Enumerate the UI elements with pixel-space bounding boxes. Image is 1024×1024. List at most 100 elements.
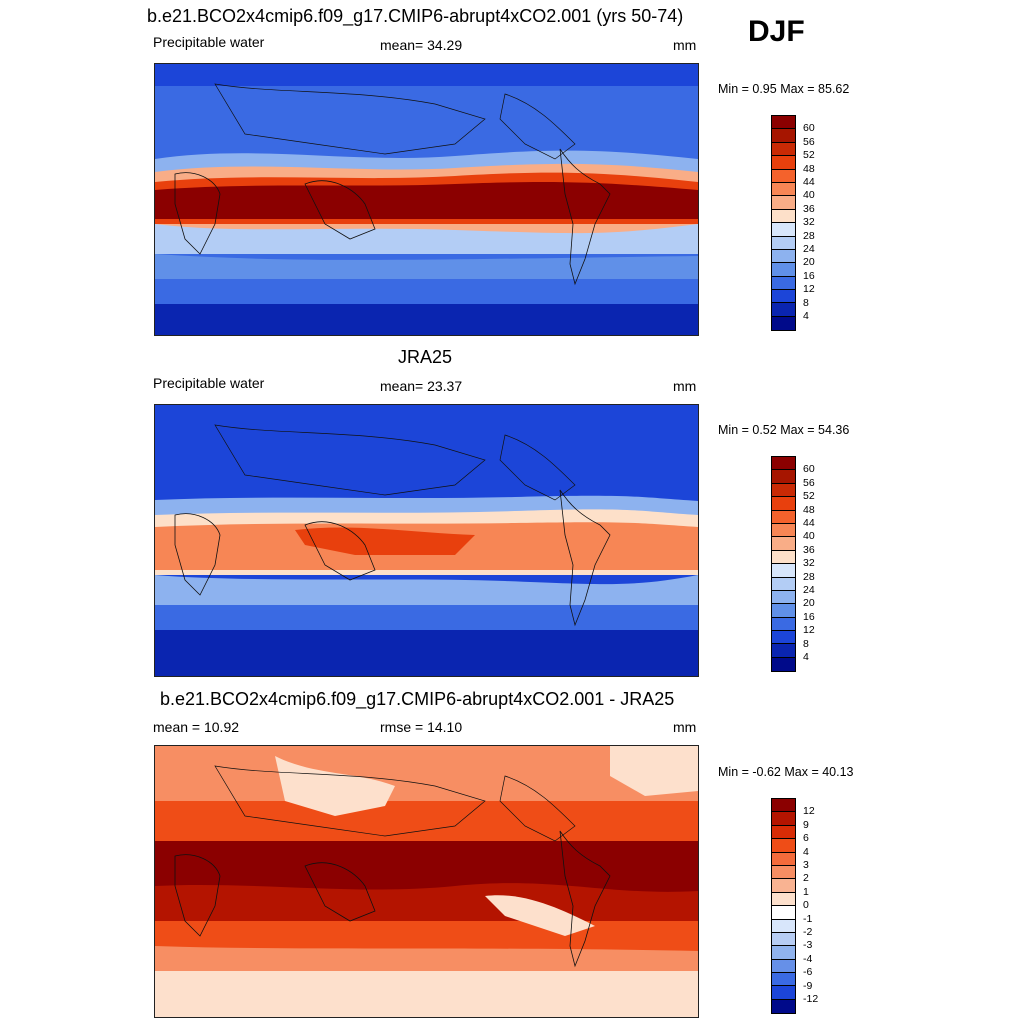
rmse-label-diff: rmse = 14.10: [380, 719, 463, 735]
colorbar-box: [772, 946, 795, 960]
panel-title-model: b.e21.BCO2x4cmip6.f09_g17.CMIP6-abrupt4x…: [147, 6, 684, 26]
colorbar-tick-label: 36: [803, 202, 815, 215]
colorbar-tick-label: -4: [803, 952, 813, 965]
colorbar-box: [772, 457, 795, 471]
colorbar-box: [772, 182, 795, 197]
colorbar-tick-label: -1: [803, 912, 813, 925]
colorbar-box: [772, 631, 795, 645]
season-label: DJF: [748, 15, 805, 48]
colorbar-box: [772, 865, 795, 880]
map-diff: [154, 745, 699, 1018]
map-obs: [154, 404, 699, 677]
map-model: [154, 63, 699, 336]
colorbar-box: [772, 483, 795, 498]
colorbar-box: [772, 523, 795, 538]
colorbar-tick-label: 20: [803, 256, 815, 269]
minmax-label-model: Min = 0.95 Max = 85.62: [718, 82, 850, 96]
colorbar-tick-label: 48: [803, 503, 815, 516]
colorbar-tick-label: -3: [803, 939, 813, 952]
colorbar-tick-label: 24: [803, 243, 815, 255]
colorbar-tick-label: 44: [803, 176, 815, 188]
colorbar-tick-label: 52: [803, 490, 815, 503]
colorbar-box: [772, 812, 795, 826]
colorbar-box: [772, 577, 795, 591]
colorbar-tick-label: 60: [803, 122, 815, 135]
colorbar-tick-label: 12: [803, 283, 815, 296]
colorbar-diff: [771, 798, 796, 1015]
colorbar-tick-label: 0: [803, 899, 809, 912]
colorbar-box: [772, 223, 795, 237]
colorbar-tick-label: 1: [803, 885, 809, 898]
colorbar-box: [772, 839, 795, 853]
colorbar-tick-label: 4: [803, 310, 809, 322]
colorbar-box: [772, 263, 795, 277]
colorbar-tick-label: 32: [803, 557, 815, 570]
colorbar-box: [772, 657, 795, 672]
colorbar-tick-label: 48: [803, 162, 815, 175]
colorbar-tick-label: -12: [803, 993, 819, 1005]
colorbar-tick-label: 8: [803, 637, 809, 650]
colorbar-box: [772, 799, 795, 813]
minmax-label-diff: Min = -0.62 Max = 40.13: [718, 765, 854, 779]
colorbar-tick-label: 16: [803, 610, 815, 623]
colorbar-box: [772, 999, 795, 1014]
colorbar-box: [772, 564, 795, 578]
colorbar-box: [772, 550, 795, 565]
colorbar-tick-label: 8: [803, 296, 809, 309]
colorbar-box: [772, 169, 795, 183]
colorbar-box: [772, 537, 795, 551]
colorbar-tick-label: 60: [803, 463, 815, 476]
colorbar-tick-label: 52: [803, 149, 815, 162]
colorbar-box: [772, 316, 795, 331]
colorbar-tick-label: 4: [803, 651, 809, 663]
colorbar-tick-label: 32: [803, 216, 815, 229]
colorbar-tick-label: 4: [803, 845, 809, 858]
colorbar-tick-label: 40: [803, 189, 815, 202]
colorbar-box: [772, 142, 795, 157]
colorbar-box: [772, 852, 795, 866]
colorbar-tick-label: 56: [803, 135, 815, 148]
colorbar-tick-label: 3: [803, 859, 809, 871]
colorbar-box: [772, 470, 795, 484]
panel-title-diff: b.e21.BCO2x4cmip6.f09_g17.CMIP6-abrupt4x…: [160, 689, 675, 709]
colorbar-box: [772, 590, 795, 605]
colorbar-box: [772, 196, 795, 210]
colorbar-tick-label: 20: [803, 597, 815, 610]
colorbar-tick-label: -2: [803, 926, 813, 938]
colorbar-tick-label: -6: [803, 966, 813, 979]
colorbar-tick-label: 9: [803, 818, 809, 831]
colorbar-box: [772, 209, 795, 224]
colorbar-model: [771, 115, 796, 332]
colorbar-tick-label: 44: [803, 517, 815, 529]
colorbar-box: [772, 932, 795, 947]
colorbar-tick-label: 16: [803, 269, 815, 282]
colorbar-tick-label: 56: [803, 476, 815, 489]
mean-label-diff: mean = 10.92: [153, 719, 240, 735]
colorbar-box: [772, 879, 795, 893]
colorbar-tick-label: 40: [803, 530, 815, 543]
colorbar-obs: [771, 456, 796, 673]
colorbar-box: [772, 510, 795, 524]
colorbar-tick-label: 6: [803, 832, 809, 845]
colorbar-tick-label: 12: [803, 624, 815, 637]
colorbar-box: [772, 303, 795, 317]
colorbar-box: [772, 973, 795, 987]
colorbar-box: [772, 249, 795, 264]
colorbar-box: [772, 986, 795, 1000]
colorbar-box: [772, 617, 795, 632]
units-label-obs: mm: [673, 378, 697, 394]
variable-label-obs: Precipitable water: [153, 375, 265, 391]
colorbar-box: [772, 825, 795, 840]
colorbar-box: [772, 644, 795, 658]
units-label-diff: mm: [673, 719, 697, 735]
colorbar-tick-label: 24: [803, 584, 815, 596]
mean-label-obs: mean= 23.37: [380, 378, 463, 394]
colorbar-box: [772, 236, 795, 250]
colorbar-box: [772, 919, 795, 933]
colorbar-box: [772, 129, 795, 143]
variable-label-model: Precipitable water: [153, 34, 265, 50]
colorbar-box: [772, 959, 795, 974]
units-label-model: mm: [673, 37, 697, 53]
colorbar-box: [772, 906, 795, 920]
colorbar-box: [772, 604, 795, 618]
